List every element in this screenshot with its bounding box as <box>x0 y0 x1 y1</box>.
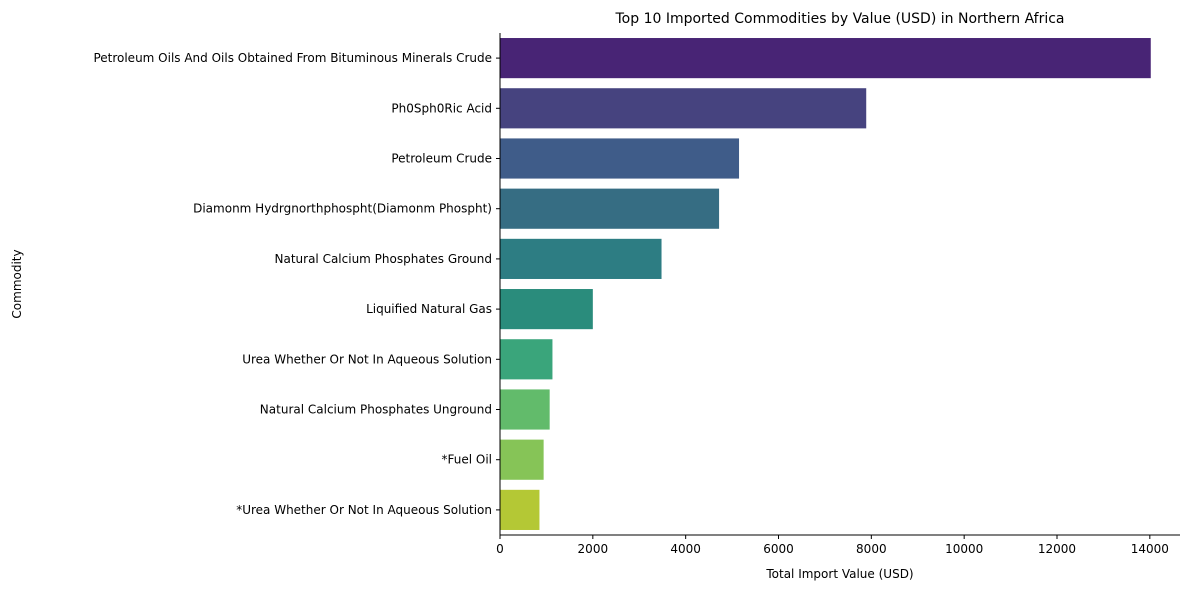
bar-7 <box>500 339 553 380</box>
bar-4 <box>500 188 720 229</box>
y-tick-label: Ph0Sph0Ric Acid <box>391 101 492 115</box>
bar-5 <box>500 238 662 279</box>
bar-9 <box>500 439 544 480</box>
bar-10 <box>500 489 540 530</box>
bar-2 <box>500 88 867 129</box>
x-axis-ticks: 0 2000 4000 6000 8000 10000 12000 14000 <box>496 535 1169 556</box>
y-axis-label: Commodity <box>10 249 24 318</box>
y-axis-ticks: Petroleum Oils And Oils Obtained From Bi… <box>93 51 500 517</box>
y-tick-label: *Fuel Oil <box>442 453 493 467</box>
x-tick-label: 6000 <box>763 542 794 556</box>
y-tick-label: Petroleum Crude <box>391 152 492 166</box>
x-axis-label: Total Import Value (USD) <box>765 567 913 581</box>
bar-3 <box>500 138 740 179</box>
y-tick-label: Urea Whether Or Not In Aqueous Solution <box>242 352 492 366</box>
bars-group <box>500 38 1151 530</box>
x-tick-label: 0 <box>496 542 504 556</box>
y-tick-label: Natural Calcium Phosphates Unground <box>260 403 492 417</box>
x-tick-label: 10000 <box>945 542 983 556</box>
bar-8 <box>500 389 550 430</box>
x-tick-label: 8000 <box>856 542 887 556</box>
x-tick-label: 12000 <box>1038 542 1076 556</box>
x-tick-label: 14000 <box>1131 542 1169 556</box>
y-tick-label: Petroleum Oils And Oils Obtained From Bi… <box>93 51 492 65</box>
bar-6 <box>500 289 593 330</box>
x-tick-label: 4000 <box>670 542 701 556</box>
y-tick-label: Diamonm Hydrgnorthphospht(Diamonm Phosph… <box>193 202 492 216</box>
bar-1 <box>500 38 1151 79</box>
chart-title: Top 10 Imported Commodities by Value (US… <box>615 11 1065 27</box>
x-tick-label: 2000 <box>578 542 609 556</box>
y-tick-label: Natural Calcium Phosphates Ground <box>275 252 493 266</box>
y-tick-label: *Urea Whether Or Not In Aqueous Solution <box>236 503 492 517</box>
y-tick-label: Liquified Natural Gas <box>366 302 492 316</box>
